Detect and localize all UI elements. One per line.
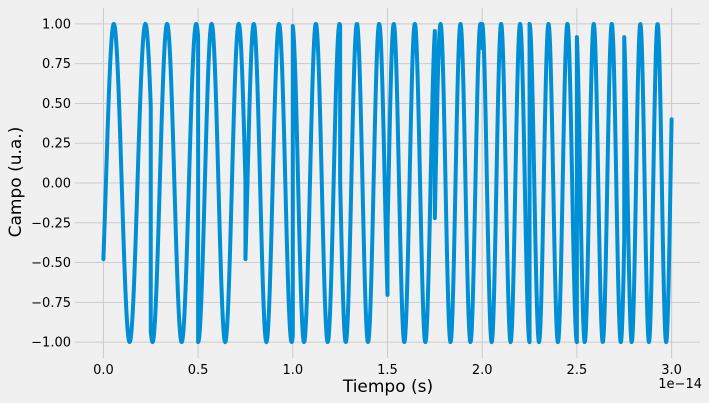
y-tick-labels: −1.00 −0.75 −0.50 −0.25 0.00 0.25 0.50 0.75 1.00 <box>31 17 71 350</box>
y-tick-label: −0.25 <box>31 216 71 231</box>
series-layer <box>101 21 674 345</box>
y-axis-label: Campo (u.a.) <box>6 127 26 238</box>
x-tick-label: 1.0 <box>282 363 303 378</box>
y-tick-label: 1.00 <box>42 17 71 32</box>
y-tick-label: 0.25 <box>42 137 71 152</box>
x-tick-label: 2.0 <box>472 363 493 378</box>
x-offset-text: 1e−14 <box>658 377 702 392</box>
x-tick-labels: 0.0 0.5 1.0 1.5 2.0 2.5 3.0 <box>93 363 682 378</box>
y-tick-label: −0.75 <box>31 296 71 311</box>
y-tick-label: 0.50 <box>42 97 71 112</box>
x-tick-label: 0.5 <box>188 363 209 378</box>
y-tick-label: 0.75 <box>42 57 71 72</box>
y-tick-label: −0.50 <box>31 256 71 271</box>
x-tick-label: 0.0 <box>93 363 114 378</box>
y-tick-label: 0.00 <box>42 177 71 192</box>
series-line <box>101 21 674 345</box>
x-tick-label: 1.5 <box>377 363 398 378</box>
y-tick-label: −1.00 <box>31 336 71 351</box>
x-tick-label: 2.5 <box>567 363 588 378</box>
x-axis-label: Tiempo (s) <box>342 377 433 397</box>
x-tick-label: 3.0 <box>661 363 682 378</box>
